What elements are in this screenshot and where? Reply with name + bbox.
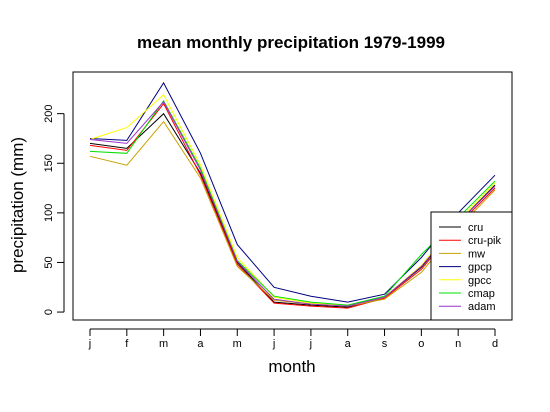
series-line-cru-pik bbox=[89, 102, 496, 309]
x-axis-title: month bbox=[268, 357, 315, 376]
x-tick-label: a bbox=[197, 338, 204, 350]
series-line-gpcc bbox=[89, 94, 496, 307]
x-tick-label: m bbox=[233, 338, 242, 350]
series-line-cru bbox=[89, 112, 496, 308]
x-tick-label: d bbox=[492, 338, 498, 350]
y-tick-label: 100 bbox=[43, 204, 55, 222]
y-tick-label: 200 bbox=[43, 104, 55, 122]
y-tick-label: 150 bbox=[43, 154, 55, 172]
legend-box bbox=[430, 211, 513, 321]
legend-label-mw: mw bbox=[468, 248, 485, 260]
x-tick-label: n bbox=[455, 338, 461, 350]
legend-label-gpcc: gpcc bbox=[468, 275, 492, 287]
x-tick-label: j bbox=[309, 338, 312, 350]
x-tick-label: f bbox=[125, 338, 129, 350]
x-tick-label: j bbox=[272, 338, 275, 350]
legend-label-cru-pik: cru-pik bbox=[468, 235, 502, 247]
x-tick-label: s bbox=[382, 338, 388, 350]
legend-label-gpcp: gpcp bbox=[468, 262, 492, 274]
series-line-cmap bbox=[89, 99, 496, 306]
y-axis-title: precipitation (mm) bbox=[8, 137, 27, 273]
series-line-gpcp bbox=[89, 81, 496, 303]
chart-title: mean monthly precipitation 1979-1999 bbox=[137, 33, 445, 52]
y-tick-label: 50 bbox=[43, 256, 55, 268]
x-tick-label: a bbox=[345, 338, 352, 350]
x-tick-label: m bbox=[159, 338, 168, 350]
y-axis: 0 50 100 150 200 bbox=[43, 104, 65, 315]
series-line-adam bbox=[89, 100, 496, 307]
legend-label-cmap: cmap bbox=[468, 288, 495, 300]
y-tick-label: 0 bbox=[43, 309, 55, 315]
plot-area bbox=[72, 71, 513, 321]
series-layer bbox=[89, 81, 496, 309]
legend-label-adam: adam bbox=[468, 301, 496, 313]
x-tick-label: j bbox=[88, 338, 91, 350]
x-tick-label: o bbox=[418, 338, 424, 350]
legend-label-cru: cru bbox=[468, 222, 483, 234]
